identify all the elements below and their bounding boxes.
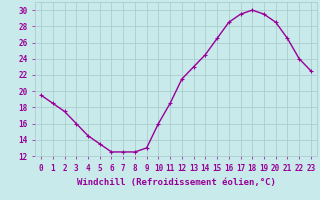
X-axis label: Windchill (Refroidissement éolien,°C): Windchill (Refroidissement éolien,°C) xyxy=(76,178,276,187)
